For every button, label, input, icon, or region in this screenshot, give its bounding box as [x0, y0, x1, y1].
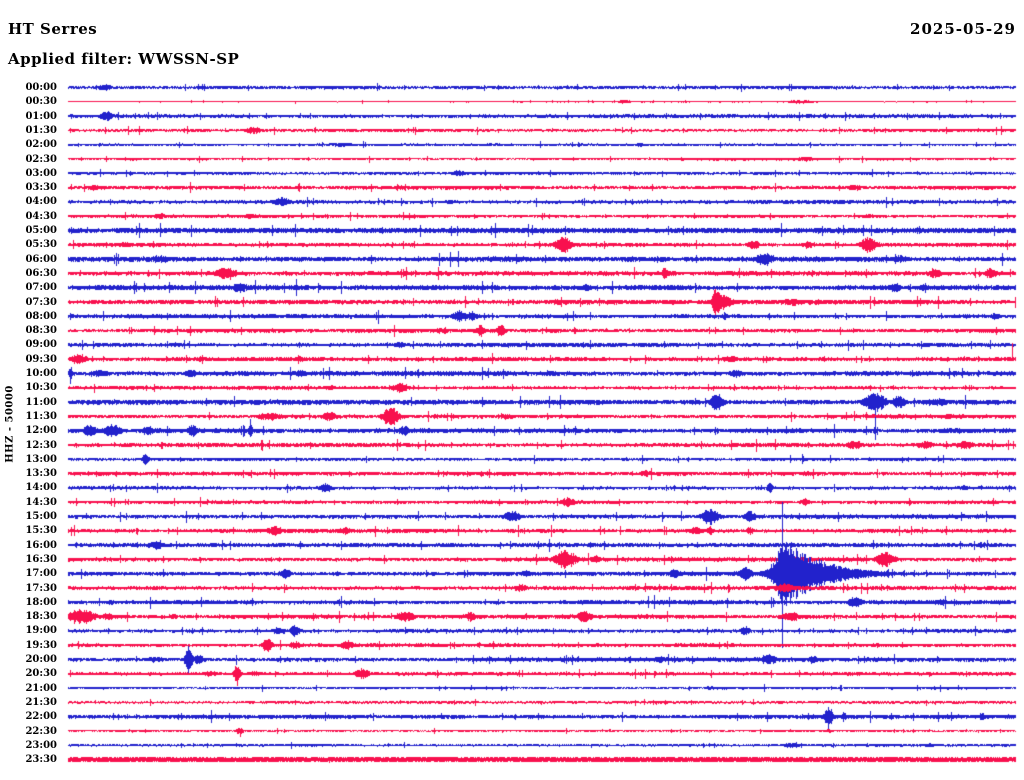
time-label: 17:30: [25, 582, 57, 594]
time-label: 03:30: [25, 182, 57, 194]
time-label: 07:00: [25, 282, 57, 294]
time-label: 21:30: [25, 696, 57, 708]
time-label: 23:30: [25, 754, 57, 766]
time-label: 12:30: [25, 439, 57, 451]
time-label: 03:00: [25, 167, 57, 179]
time-label: 10:00: [25, 368, 57, 379]
time-label: 22:30: [25, 725, 57, 737]
time-label: 06:00: [25, 253, 57, 265]
time-label: 08:00: [25, 310, 57, 322]
time-label: 16:30: [25, 553, 57, 565]
time-label: 01:30: [25, 124, 57, 136]
time-label: 02:30: [25, 153, 57, 165]
time-axis: 00:00 00:30 01:00 01:30 02:00 02:30 03:00 03:30…: [0, 0, 58, 780]
time-label: 19:30: [25, 639, 57, 651]
time-label: 18:30: [25, 611, 57, 623]
time-label: 10:30: [25, 382, 57, 394]
time-label: 15:00: [25, 511, 57, 522]
time-label: 14:00: [25, 482, 57, 494]
time-label: 00:30: [25, 96, 57, 108]
time-label: 02:00: [25, 139, 57, 151]
time-label: 13:30: [25, 468, 57, 480]
time-label: 11:00: [25, 396, 57, 408]
time-label: 11:30: [25, 410, 57, 422]
time-label: 01:00: [25, 110, 57, 122]
time-label: 08:30: [25, 325, 57, 337]
time-label: 00:00: [25, 82, 57, 93]
time-label: 07:30: [25, 296, 57, 308]
time-label: 09:00: [25, 339, 57, 351]
time-label: 21:00: [25, 682, 57, 694]
time-label: 13:00: [25, 453, 57, 465]
time-label: 12:00: [25, 425, 57, 437]
time-label: 20:00: [25, 654, 57, 665]
station-title: HT Serres: [8, 20, 98, 38]
time-label: 18:00: [25, 596, 57, 608]
time-label: 06:30: [25, 267, 57, 279]
time-label: 17:00: [25, 568, 57, 580]
time-label: 22:00: [25, 711, 57, 723]
time-label: 05:30: [25, 239, 57, 251]
time-label: 15:30: [25, 525, 57, 537]
time-label: 04:30: [25, 210, 57, 222]
filter-label: Applied filter: WWSSN-SP: [8, 50, 240, 68]
time-label: 20:30: [25, 668, 57, 680]
time-label: 09:30: [25, 353, 57, 365]
time-label: 05:00: [25, 225, 57, 236]
time-label: 14:30: [25, 496, 57, 508]
time-label: 16:00: [25, 539, 57, 551]
time-label: 19:00: [25, 625, 57, 637]
date-label: 2025-05-29: [910, 20, 1016, 38]
time-label: 23:00: [25, 739, 57, 751]
time-label: 04:00: [25, 196, 57, 208]
